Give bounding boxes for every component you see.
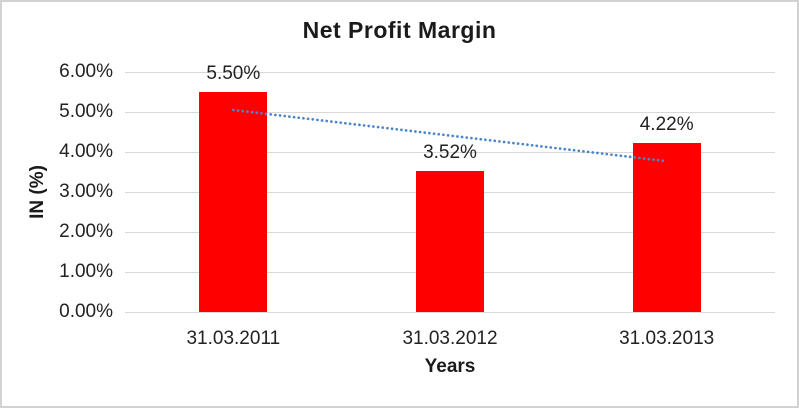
chart-title: Net Profit Margin — [302, 17, 497, 43]
bar-value-label: 3.52% — [423, 142, 477, 164]
gridline — [125, 312, 775, 313]
y-axis-tick-label: 6.00% — [59, 61, 113, 82]
gridline — [125, 72, 775, 73]
y-axis-tick-label: 1.00% — [59, 261, 113, 282]
x-axis-tick-label: 31.03.2011 — [186, 328, 281, 349]
y-axis-tick-label: 3.00% — [59, 181, 113, 202]
bar-value-label: 4.22% — [639, 114, 694, 136]
y-axis-tick-label: 2.00% — [59, 221, 113, 242]
x-axis-title: Years — [424, 356, 476, 377]
bar-31.03.2013[interactable] — [632, 143, 701, 312]
y-axis-tick-label: 4.00% — [59, 141, 113, 162]
bar-31.03.2011[interactable] — [199, 92, 268, 312]
y-axis-tick-label: 0.00% — [59, 301, 113, 322]
bar-31.03.2012[interactable] — [416, 171, 484, 312]
x-axis-tick-label: 31.03.2012 — [402, 328, 498, 349]
x-axis-tick-label: 31.03.2013 — [619, 328, 715, 349]
y-axis-tick-label: 5.00% — [59, 101, 113, 122]
bar-value-label: 5.50% — [206, 63, 261, 84]
